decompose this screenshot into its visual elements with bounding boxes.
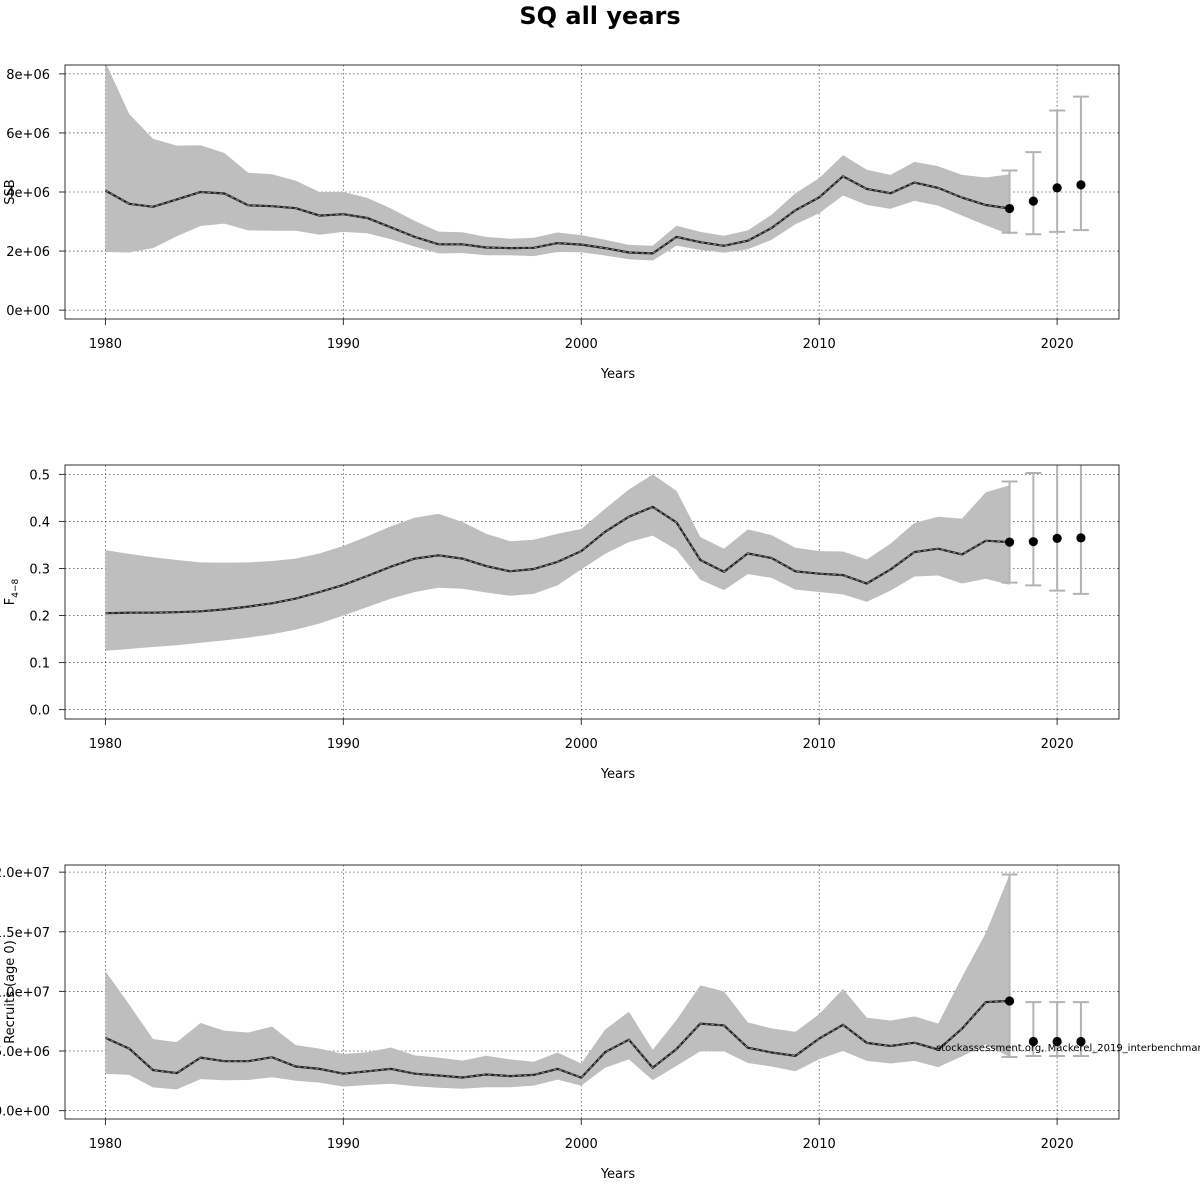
- y-tick-label: 0.1: [29, 657, 50, 672]
- y-axis-label-subscript: 4−8: [11, 578, 21, 597]
- figure-title: SQ all years: [519, 2, 680, 30]
- x-tick-label: 1990: [327, 737, 360, 752]
- x-tick-label: 2000: [565, 737, 598, 752]
- x-tick-label: 2010: [803, 337, 836, 352]
- confidence-band: [105, 65, 1010, 261]
- panel-plot-area: [104, 65, 1010, 261]
- forecast-point: [1004, 203, 1015, 214]
- x-tick-label: 1980: [89, 737, 122, 752]
- forecast-point: [1004, 996, 1015, 1006]
- y-tick-label: 0.4: [29, 515, 50, 530]
- y-tick-label: 2.0e+07: [0, 866, 50, 881]
- y-tick-label: 0.2: [29, 610, 50, 625]
- chart-panels: 1980 1990 2000 2010 2020 0e+00 2e+06 4e+06 6e+06…: [0, 64, 1120, 1182]
- panel-frame: [64, 864, 1120, 1120]
- forecast-point: [1028, 1036, 1038, 1047]
- forecast-point: [1076, 180, 1086, 190]
- y-tick-label: 5.0e+06: [0, 1045, 50, 1060]
- y-tick-label: 0.5: [29, 468, 50, 483]
- confidence-band: [105, 874, 1010, 1090]
- panel-plot-area: [105, 474, 1010, 651]
- x-tick-label: 1990: [327, 337, 360, 352]
- forecast-point: [1052, 183, 1062, 193]
- y-tick-label: 0.3: [29, 562, 50, 577]
- y-tick-label: 4e+06: [6, 186, 50, 201]
- chart-panel-2: 1980 1990 2000 2010 2020 0.0 0.1 0.2 0.3 0.4 0.5 Ye…: [3, 464, 1120, 782]
- x-tick-label: 2020: [1041, 737, 1074, 752]
- x-tick-label: 2000: [565, 1137, 598, 1152]
- forecast-point: [1004, 537, 1015, 547]
- x-tick-label: 2020: [1041, 1137, 1074, 1152]
- estimate-line-dash: [105, 506, 1010, 614]
- estimate-line-dash: [105, 175, 1010, 254]
- y-tick-label: 1.5e+07: [0, 926, 50, 941]
- y-tick-label: 6e+06: [6, 127, 50, 142]
- forecast-point: [1052, 1036, 1062, 1047]
- x-axis-label: Years: [600, 367, 636, 382]
- y-tick-label: 1.0e+07: [0, 985, 50, 1000]
- x-tick-label: 2010: [803, 1137, 836, 1152]
- x-tick-label: 2000: [565, 337, 598, 352]
- y-tick-label: 2e+06: [6, 245, 50, 260]
- x-tick-label: 1990: [327, 1137, 360, 1152]
- x-tick-label: 2010: [803, 737, 836, 752]
- chart-panel-1: 1980 1990 2000 2010 2020 0e+00 2e+06 4e+06 6e+06…: [3, 64, 1120, 382]
- y-axis-label-main: F: [3, 598, 18, 605]
- forecast-point: [1028, 196, 1038, 206]
- panel-plot-area: [104, 874, 1010, 1090]
- chart-panel-3: 1980 1990 2000 2010 2020 0.0e+00 5.0e+06 1.0e+0…: [0, 864, 1120, 1182]
- forecast-point: [1052, 533, 1062, 543]
- y-axis-label: Recruits (age 0): [3, 940, 18, 1044]
- y-tick-label: 0e+00: [6, 304, 50, 319]
- forecast-point: [1076, 1036, 1086, 1047]
- panel-frame: [64, 464, 1120, 720]
- x-tick-label: 1980: [89, 337, 122, 352]
- x-tick-label: 2020: [1041, 337, 1074, 352]
- forecast-point: [1076, 533, 1086, 543]
- x-tick-label: 1980: [89, 1137, 122, 1152]
- y-axis-label: SSB: [3, 179, 18, 204]
- estimate-line-dash: [105, 1000, 1010, 1079]
- y-axis-label: F4−8: [3, 578, 21, 605]
- y-tick-label: 0.0: [29, 704, 50, 719]
- footnote-label: stockassessment.org, Mackerel_2019_inter…: [936, 1043, 1200, 1054]
- y-tick-label: 0.0e+00: [0, 1105, 50, 1120]
- forecast-point: [1028, 537, 1038, 547]
- x-axis-label: Years: [600, 767, 636, 782]
- x-axis-label: Years: [600, 1167, 636, 1182]
- y-tick-label: 8e+06: [6, 68, 50, 83]
